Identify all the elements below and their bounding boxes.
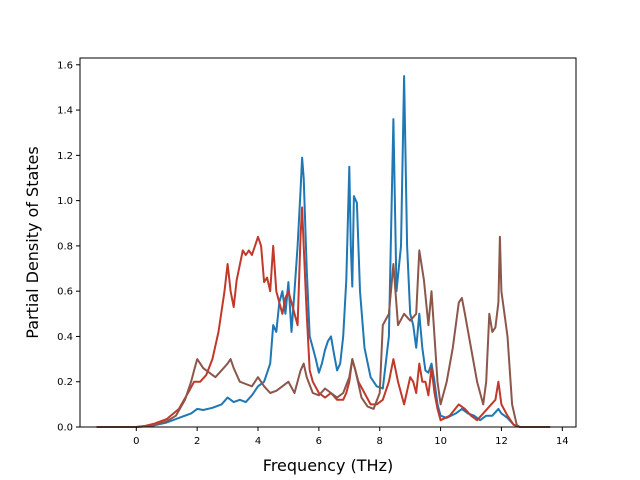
y-tick-label: 1.2 bbox=[57, 151, 73, 162]
x-tick-label: 10 bbox=[434, 436, 447, 447]
x-tick-label: 0 bbox=[133, 436, 139, 447]
y-tick-label: 0.4 bbox=[57, 332, 73, 343]
series-line-3 bbox=[96, 235, 551, 428]
y-axis: 0.0 0.2 0.4 0.6 0.8 1.0 1.2 1.4 1.6 bbox=[57, 60, 80, 434]
plot-lines bbox=[96, 75, 551, 428]
x-tick-label: 2 bbox=[194, 436, 200, 447]
x-tick-label: 6 bbox=[316, 436, 322, 447]
plot-frame bbox=[79, 57, 577, 428]
y-tick-label: 0.2 bbox=[57, 377, 73, 388]
x-tick-label: 8 bbox=[377, 436, 383, 447]
y-tick-label: 0.0 bbox=[57, 423, 73, 434]
x-tick-label: 4 bbox=[255, 436, 261, 447]
y-axis-label: Partial Density of States bbox=[23, 146, 42, 338]
y-tick-label: 0.8 bbox=[57, 241, 73, 252]
y-tick-label: 1.0 bbox=[57, 196, 73, 207]
x-axis-label: Frequency (THz) bbox=[263, 456, 393, 475]
y-tick-label: 1.6 bbox=[57, 60, 73, 71]
series-line-1 bbox=[96, 75, 551, 428]
y-tick-label: 0.6 bbox=[57, 287, 73, 298]
y-tick-label: 1.4 bbox=[57, 106, 73, 117]
x-tick-label: 14 bbox=[556, 436, 569, 447]
x-tick-label: 12 bbox=[495, 436, 508, 447]
x-axis: 0 2 4 6 8 10 12 14 bbox=[133, 427, 569, 447]
series-line-2 bbox=[96, 206, 551, 428]
